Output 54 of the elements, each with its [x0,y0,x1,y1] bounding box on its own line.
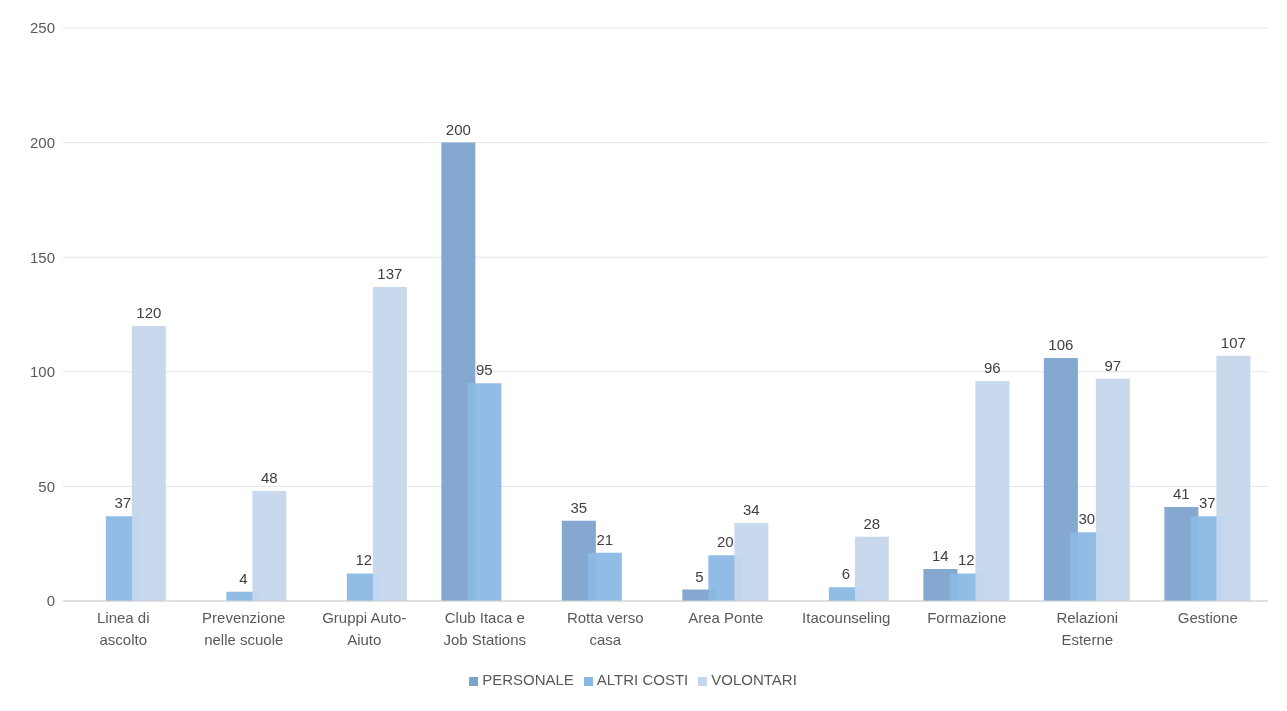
data-label: 95 [476,361,493,379]
y-tick-label: 250 [29,19,55,37]
data-label: 30 [1078,510,1096,528]
x-tick-label: Itacounseling [802,609,891,626]
x-tick-label: Area Ponte [688,609,764,626]
y-tick-label: 150 [29,248,55,266]
data-label: 12 [355,551,373,569]
data-label: 37 [1199,494,1216,512]
data-label: 20 [717,533,734,551]
bar [372,287,407,601]
bar [734,523,769,601]
legend-label: VOLONTARI [711,671,797,688]
data-label: 120 [136,303,162,321]
data-label: 35 [570,498,588,516]
x-tick-label: Linea di ascolto [96,609,150,648]
legend-label: ALTRI COSTI [596,671,689,688]
bar [975,380,1010,601]
y-tick-label: 0 [46,592,55,610]
x-tick-label: Gestione [1177,609,1238,626]
x-tick-label: Club Itaca e Job Stations [443,609,527,648]
data-label: 14 [932,546,949,564]
x-tick-label: Formazione [927,609,1007,626]
x-tick-label: Gruppi Auto-Aiuto [322,609,407,648]
bar [1095,378,1130,601]
data-label: 37 [114,494,132,512]
data-label: 200 [445,120,471,138]
data-label: 5 [695,567,704,585]
data-label: 107 [1220,333,1246,351]
data-label: 106 [1048,336,1074,354]
data-label: 48 [261,468,278,486]
data-label: 6 [841,565,851,583]
bar [587,552,622,601]
bar [1216,355,1251,601]
data-label: 41 [1173,485,1190,503]
y-tick-label: 100 [29,363,55,381]
data-label: 4 [239,569,248,587]
bar [131,325,166,601]
data-label: 97 [1104,356,1122,374]
legend-label: PERSONALE [482,671,574,688]
data-label: 34 [743,501,760,519]
data-label: 12 [958,551,975,569]
data-label: 137 [377,265,403,282]
bar [854,536,889,601]
bar [252,490,287,601]
bar [1043,358,1078,601]
y-tick-label: 200 [29,133,55,151]
data-label: 96 [984,358,1001,376]
data-label: 28 [863,514,881,532]
bar [467,383,502,601]
x-tick-label: Rotta verso casa [566,609,644,648]
y-tick-label: 50 [38,477,55,495]
x-tick-label: Relazioni Esterne [1056,609,1119,648]
data-label: 21 [596,530,614,548]
x-tick-label: Prevenzione nelle scuole [202,609,286,648]
